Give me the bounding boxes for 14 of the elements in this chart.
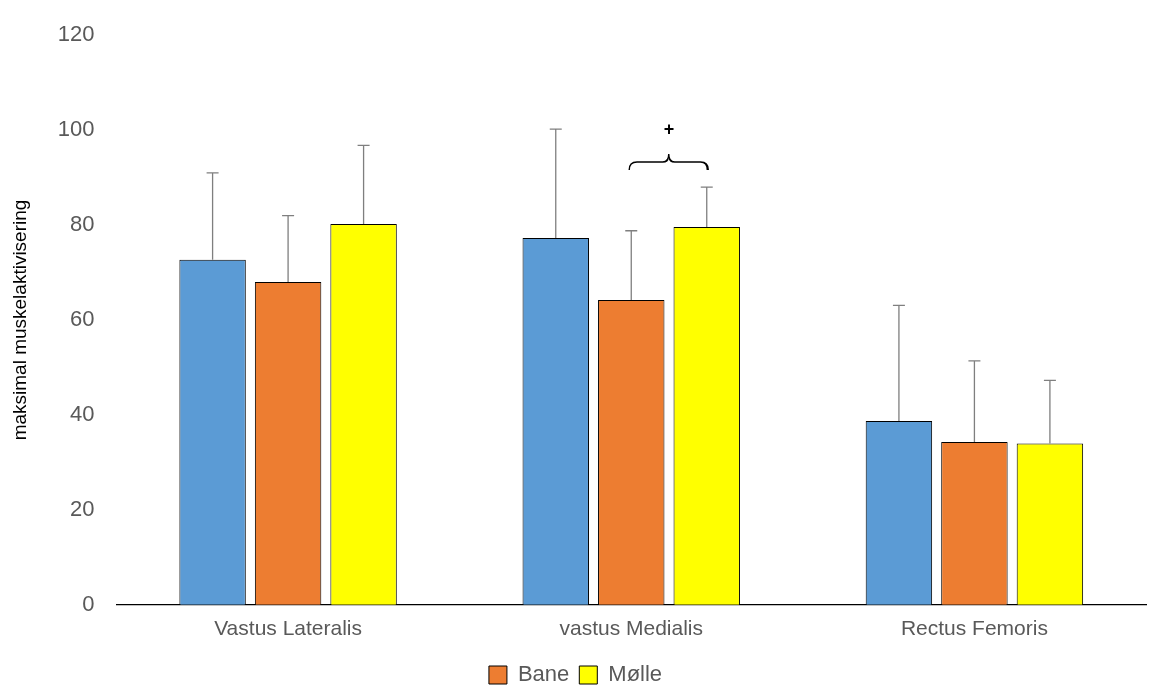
legend-label: Bane	[517, 661, 570, 687]
y-tick-label: 20	[70, 495, 95, 521]
x-tick-label: vastus Medialis	[559, 616, 704, 640]
y-tick-label: 120	[57, 21, 95, 47]
y-tick-label: 0	[82, 590, 95, 616]
y-tick-label: 100	[57, 116, 95, 142]
y-tick-label: 60	[70, 306, 95, 332]
legend-label: Mølle	[608, 661, 663, 687]
x-tick-label: Vastus Lateralis	[214, 616, 363, 640]
y-tick-label: 40	[70, 401, 95, 426]
y-tick-label: 80	[70, 211, 95, 237]
x-tick-label: Rectus Femoris	[900, 616, 1048, 640]
y-axis-title: maksimal muskelaktivisering	[8, 199, 30, 441]
annotation: +	[663, 119, 675, 141]
